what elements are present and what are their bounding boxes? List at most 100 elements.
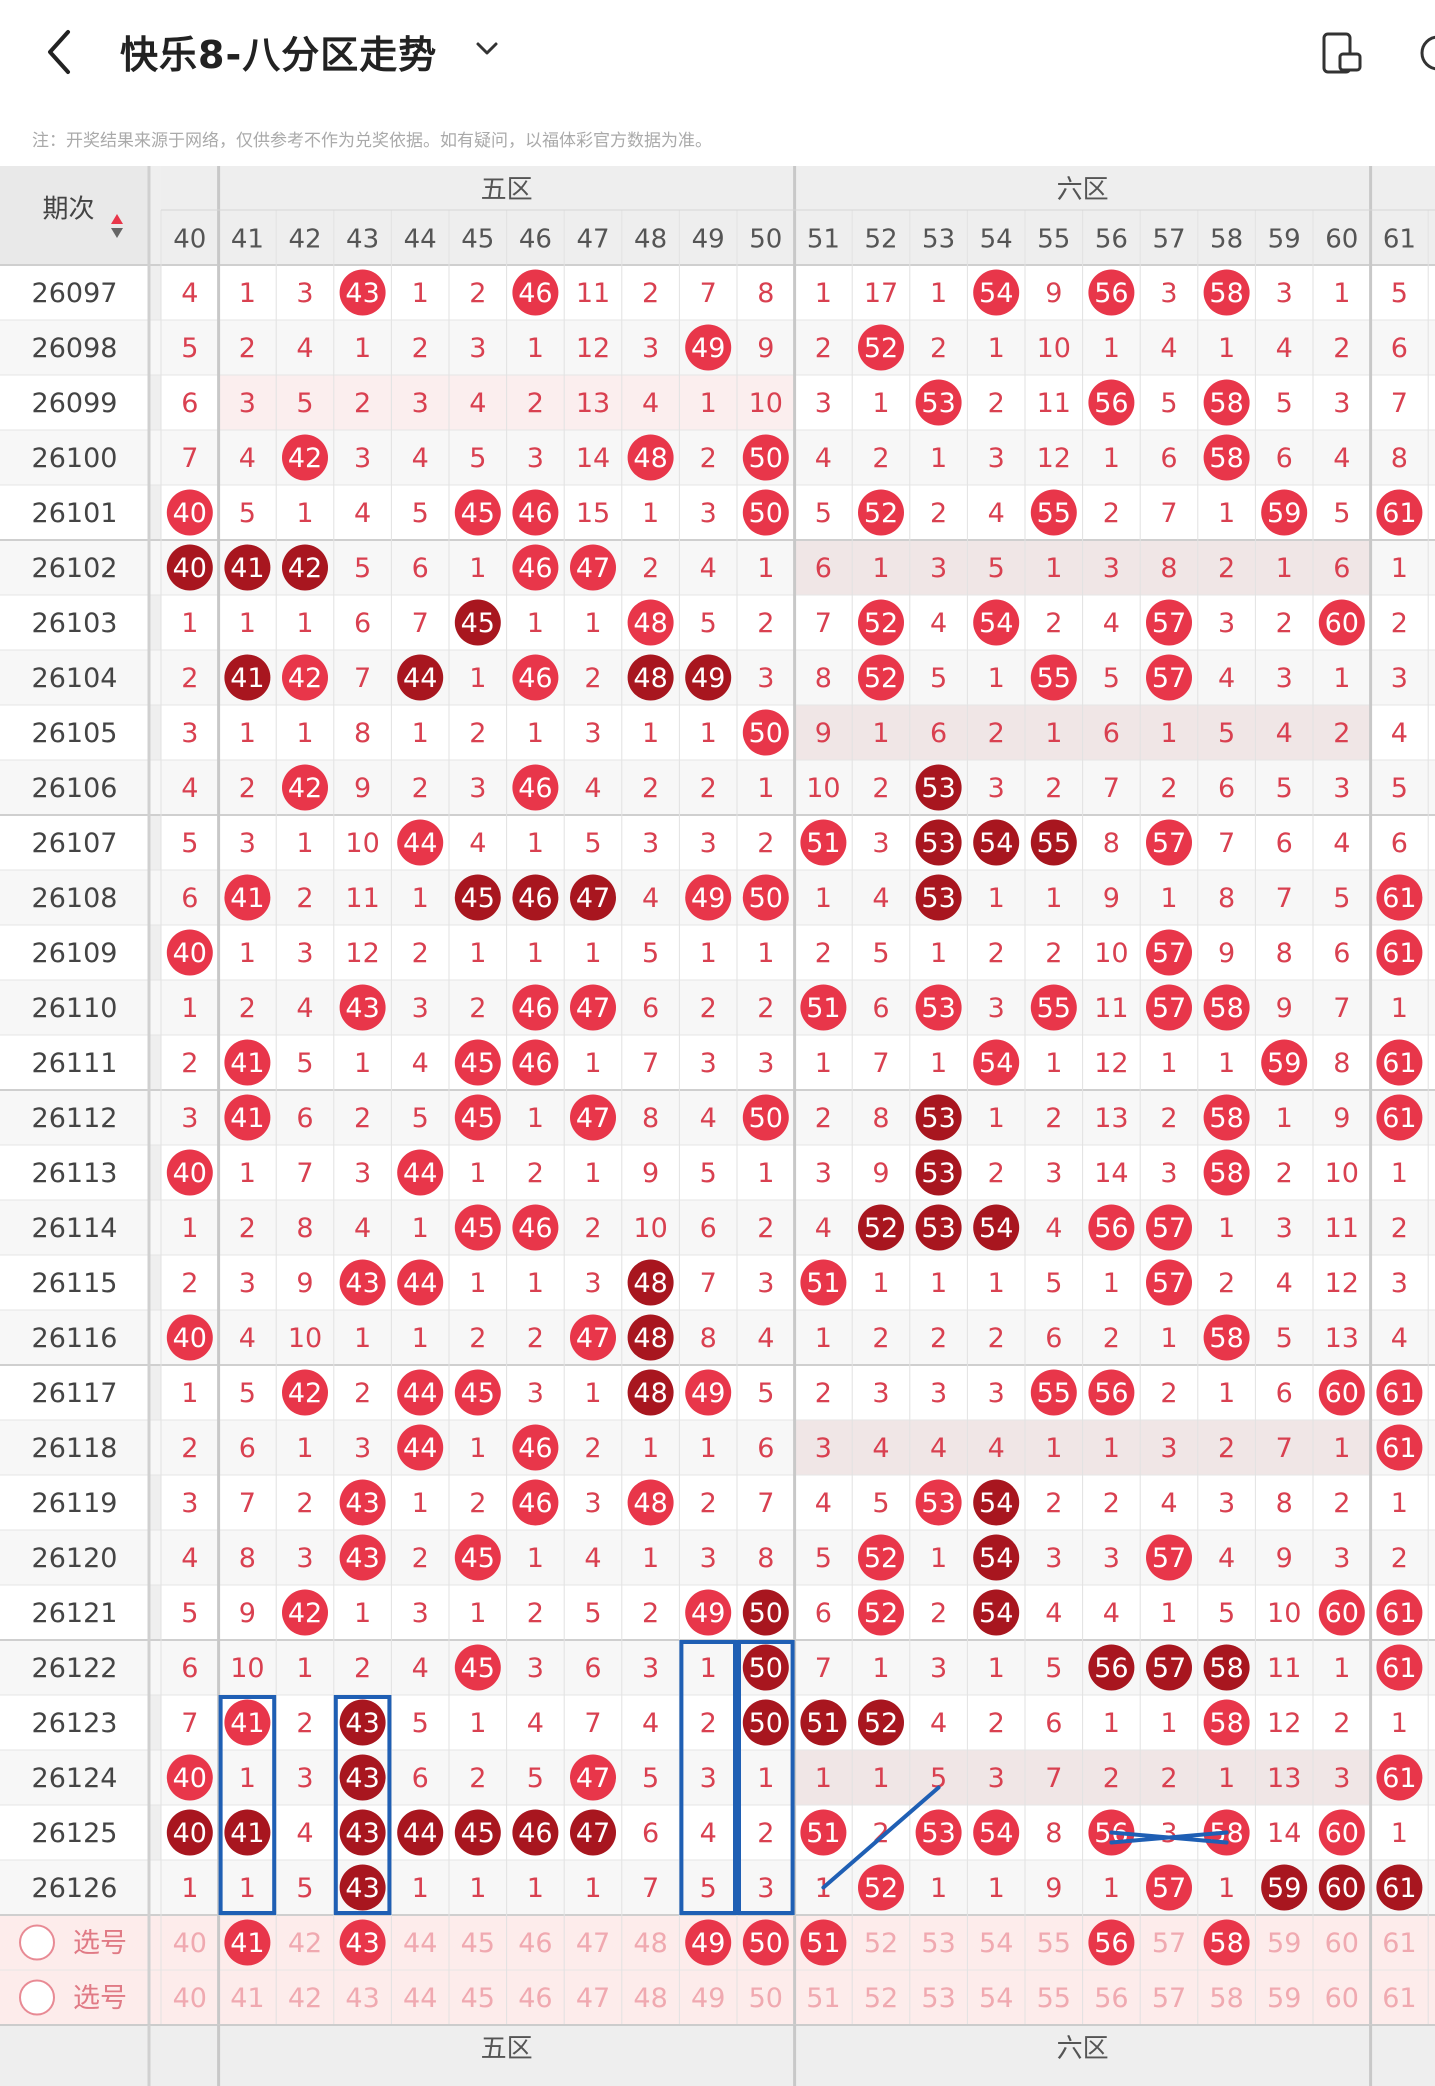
miss-count: 4 [815, 1213, 832, 1244]
select-number[interactable]: 47 [576, 1928, 610, 1959]
ball-number: 47 [576, 993, 610, 1024]
select-radio[interactable] [19, 1924, 55, 1961]
select-number[interactable]: 61 [1382, 1928, 1416, 1959]
select-number[interactable]: 58 [1209, 1983, 1243, 2014]
select-number[interactable]: 59 [1267, 1983, 1301, 2014]
select-number[interactable]: 49 [691, 1983, 725, 2014]
selected-ball[interactable] [339, 1919, 386, 1966]
select-number[interactable]: 46 [518, 1983, 552, 2014]
miss-count: 1 [642, 1543, 659, 1574]
chevron-down-icon[interactable] [472, 34, 502, 64]
issue-number: 26108 [32, 883, 118, 914]
ball-number: 41 [230, 1708, 264, 1739]
select-number[interactable]: 41 [230, 1983, 264, 2014]
select-number[interactable]: 50 [749, 1983, 783, 2014]
select-number[interactable]: 40 [173, 1983, 207, 2014]
select-number[interactable]: 44 [403, 1983, 437, 2014]
selected-number[interactable]: 50 [749, 1928, 783, 1959]
ball-number: 46 [518, 1488, 552, 1519]
ball-number: 48 [633, 608, 667, 639]
miss-count: 1 [872, 1653, 889, 1684]
select-number[interactable]: 44 [403, 1928, 437, 1959]
select-number[interactable]: 54 [979, 1983, 1013, 2014]
ball-number: 51 [806, 828, 840, 859]
miss-count: 1 [181, 608, 198, 639]
select-number[interactable]: 45 [461, 1928, 495, 1959]
select-radio[interactable] [19, 1979, 55, 2016]
select-number[interactable]: 52 [864, 1928, 898, 1959]
selected-number[interactable]: 41 [230, 1928, 264, 1959]
select-number[interactable]: 61 [1382, 1983, 1416, 2014]
issue-number: 26110 [32, 993, 118, 1024]
select-number[interactable]: 53 [921, 1928, 955, 1959]
select-number[interactable]: 45 [461, 1983, 495, 2014]
sort-icon[interactable] [111, 214, 123, 238]
select-number[interactable]: 60 [1325, 1983, 1359, 2014]
drawn-ball [512, 1809, 559, 1856]
select-number[interactable]: 52 [864, 1983, 898, 2014]
settings-icon[interactable] [1412, 30, 1435, 76]
miss-count: 5 [815, 498, 832, 529]
select-number[interactable]: 40 [173, 1928, 207, 1959]
select-number[interactable]: 47 [576, 1983, 610, 2014]
selected-number[interactable]: 51 [806, 1928, 840, 1959]
miss-count: 5 [296, 1873, 313, 1904]
ball-number: 60 [1325, 1818, 1359, 1849]
column-header: 55 [1037, 225, 1070, 255]
drawn-ball [742, 434, 789, 481]
ball-number: 45 [461, 1543, 495, 1574]
selected-ball[interactable] [224, 1919, 271, 1966]
miss-count: 1 [1103, 1708, 1120, 1739]
ball-number: 51 [806, 1708, 840, 1739]
miss-count: 2 [700, 1708, 717, 1739]
miss-count: 1 [700, 388, 717, 419]
selected-ball[interactable] [1203, 1919, 1250, 1966]
miss-count: 2 [1103, 1323, 1120, 1354]
select-number[interactable]: 46 [518, 1928, 552, 1959]
select-number[interactable]: 57 [1152, 1983, 1186, 2014]
miss-count: 4 [815, 443, 832, 474]
miss-count: 1 [527, 608, 544, 639]
selected-ball[interactable] [742, 1919, 789, 1966]
select-number[interactable]: 55 [1037, 1983, 1071, 2014]
miss-count: 5 [1218, 718, 1235, 749]
selected-ball[interactable] [685, 1919, 732, 1966]
select-number[interactable]: 56 [1094, 1983, 1128, 2014]
ball-number: 54 [979, 1048, 1013, 1079]
issue-header[interactable]: 期次 [42, 195, 94, 225]
selected-number[interactable]: 43 [345, 1928, 379, 1959]
select-number[interactable]: 42 [288, 1983, 322, 2014]
select-number[interactable]: 48 [633, 1983, 667, 2014]
selected-ball[interactable] [800, 1919, 847, 1966]
drawn-ball [915, 1809, 962, 1856]
miss-count: 4 [239, 443, 256, 474]
select-number[interactable]: 54 [979, 1928, 1013, 1959]
ball-number: 40 [173, 1763, 207, 1794]
miss-count: 2 [642, 553, 659, 584]
miss-count: 6 [181, 388, 198, 419]
miss-count: 1 [700, 1433, 717, 1464]
select-number[interactable]: 57 [1152, 1928, 1186, 1959]
select-number[interactable]: 43 [345, 1983, 379, 2014]
selected-number[interactable]: 49 [691, 1928, 725, 1959]
miss-count: 1 [872, 553, 889, 584]
select-number[interactable]: 42 [288, 1928, 322, 1959]
select-number[interactable]: 51 [806, 1983, 840, 2014]
miss-count: 6 [239, 1433, 256, 1464]
back-arrow-icon[interactable] [38, 22, 86, 82]
miss-count: 3 [700, 498, 717, 529]
ball-number: 53 [921, 993, 955, 1024]
drawn-ball [1088, 379, 1135, 426]
ball-number: 40 [173, 553, 207, 584]
select-number[interactable]: 48 [633, 1928, 667, 1959]
selected-number[interactable]: 56 [1094, 1928, 1128, 1959]
miss-count: 1 [239, 608, 256, 639]
select-number[interactable]: 53 [921, 1983, 955, 2014]
select-number[interactable]: 59 [1267, 1928, 1301, 1959]
miss-count: 5 [181, 333, 198, 364]
select-number[interactable]: 55 [1037, 1928, 1071, 1959]
selected-number[interactable]: 58 [1209, 1928, 1243, 1959]
select-number[interactable]: 60 [1325, 1928, 1359, 1959]
phone-rotate-icon[interactable] [1318, 30, 1364, 76]
selected-ball[interactable] [1088, 1919, 1135, 1966]
